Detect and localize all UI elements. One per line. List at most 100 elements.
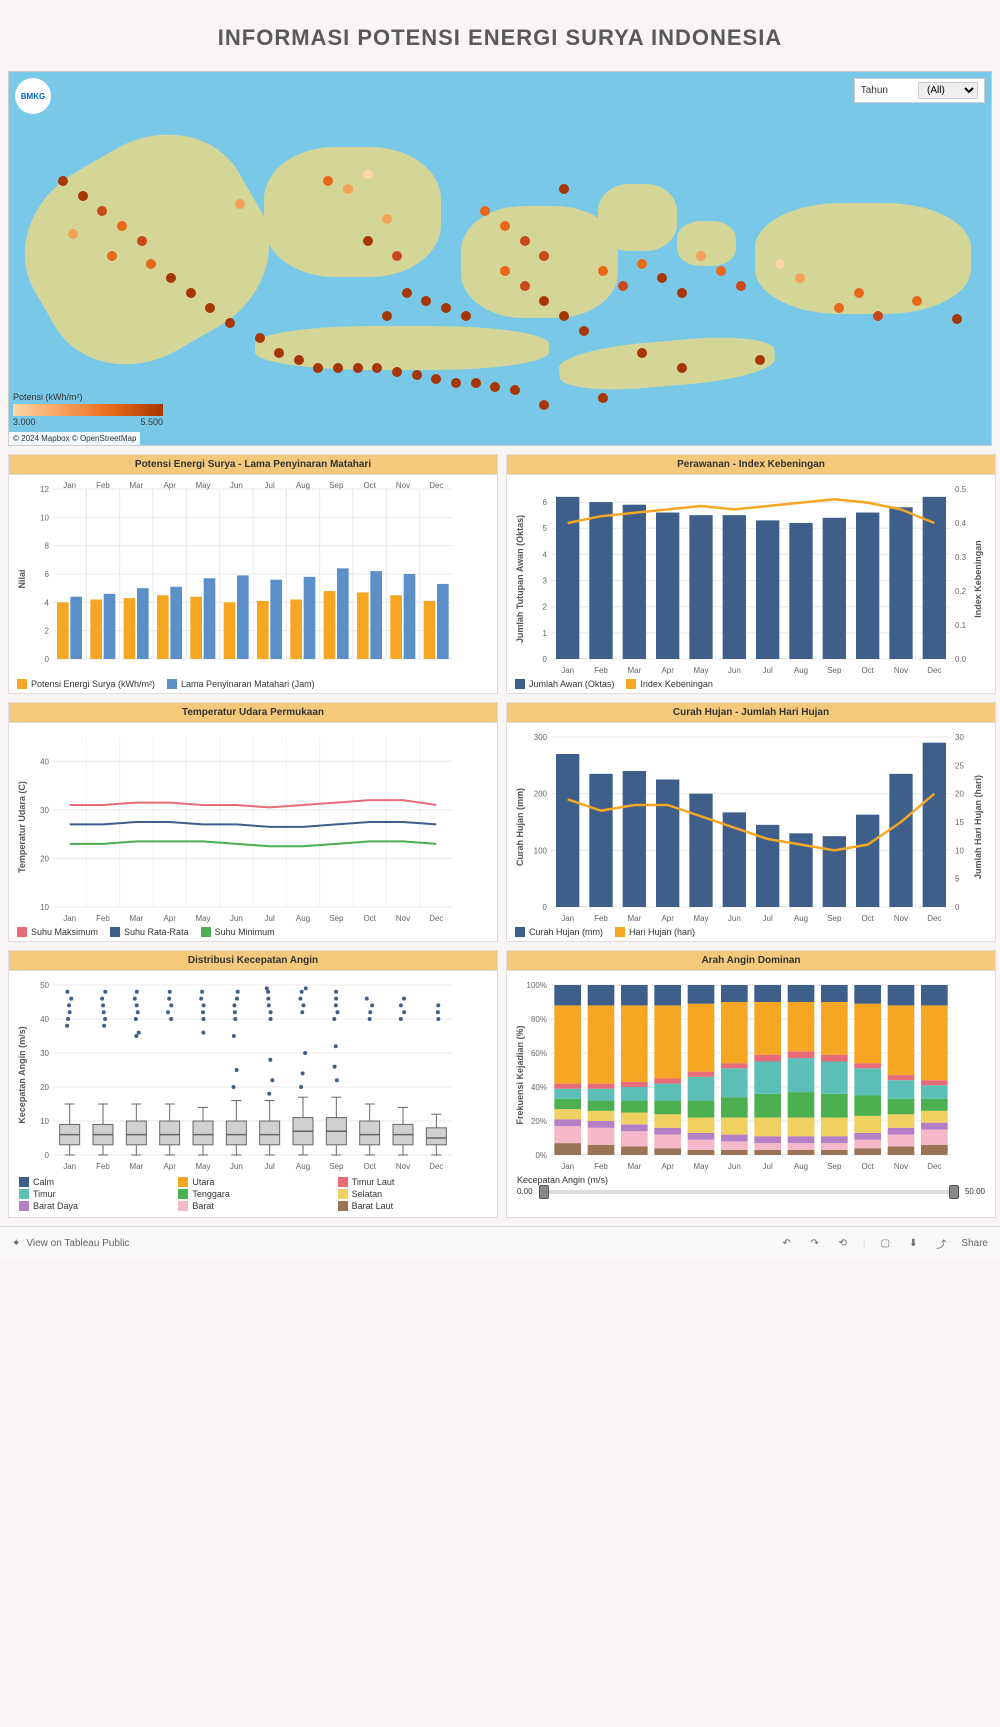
map-station-dot[interactable]: [402, 288, 412, 298]
map-station-dot[interactable]: [873, 311, 883, 321]
legend-item: Potensi Energi Surya (kWh/m²): [17, 679, 155, 689]
year-filter[interactable]: Tahun (All): [854, 78, 985, 103]
map-station-dot[interactable]: [372, 363, 382, 373]
svg-text:1: 1: [543, 629, 548, 638]
map-station-dot[interactable]: [657, 273, 667, 283]
wind-speed-slider[interactable]: Kecepatan Angin (m/s) 0.00 50.00: [507, 1171, 995, 1206]
slider-thumb-min[interactable]: [539, 1185, 549, 1199]
map-station-dot[interactable]: [392, 251, 402, 261]
svg-text:Nov: Nov: [396, 914, 410, 923]
map-station-dot[interactable]: [255, 333, 265, 343]
svg-text:Jun: Jun: [230, 481, 243, 490]
slider-track[interactable]: [539, 1190, 959, 1194]
map-station-dot[interactable]: [421, 296, 431, 306]
map-station-dot[interactable]: [461, 311, 471, 321]
legend-item: Index Kebeningan: [626, 679, 713, 689]
map-station-dot[interactable]: [225, 318, 235, 328]
map-station-dot[interactable]: [677, 363, 687, 373]
map-station-dot[interactable]: [598, 393, 608, 403]
map-station-dot[interactable]: [68, 229, 78, 239]
svg-text:20%: 20%: [531, 1117, 547, 1126]
share-text[interactable]: Share: [961, 1238, 988, 1249]
svg-text:Apr: Apr: [163, 1162, 176, 1171]
map-station-dot[interactable]: [500, 266, 510, 276]
map-station-dot[interactable]: [235, 199, 245, 209]
svg-text:Jul: Jul: [265, 914, 275, 923]
map-station-dot[interactable]: [677, 288, 687, 298]
slider-thumb-max[interactable]: [949, 1185, 959, 1199]
svg-text:Feb: Feb: [594, 914, 608, 923]
map-station-dot[interactable]: [333, 363, 343, 373]
svg-text:0.4: 0.4: [955, 519, 967, 528]
legend-item: Calm: [19, 1177, 168, 1187]
svg-text:4: 4: [543, 550, 548, 559]
map-station-dot[interactable]: [382, 311, 392, 321]
svg-text:Jumlah Tutupan Awan (Oktas): Jumlah Tutupan Awan (Oktas): [515, 515, 525, 643]
svg-text:Apr: Apr: [661, 666, 674, 675]
map-station-dot[interactable]: [559, 184, 569, 194]
svg-text:Frekuensi Kejadian (%): Frekuensi Kejadian (%): [515, 1025, 525, 1124]
map-station-dot[interactable]: [490, 382, 500, 392]
map-station-dot[interactable]: [343, 184, 353, 194]
map-station-dot[interactable]: [412, 370, 422, 380]
chart1-title: Potensi Energi Surya - Lama Penyinaran M…: [9, 455, 497, 475]
redo-icon[interactable]: ↷: [807, 1235, 823, 1251]
chart-potensi-energi: Potensi Energi Surya - Lama Penyinaran M…: [8, 454, 498, 694]
svg-text:May: May: [195, 481, 210, 490]
year-select[interactable]: (All): [918, 82, 978, 99]
map-station-dot[interactable]: [736, 281, 746, 291]
map-station-dot[interactable]: [451, 378, 461, 388]
map-station-dot[interactable]: [441, 303, 451, 313]
map-station-dot[interactable]: [579, 326, 589, 336]
legend-min: 3.000: [13, 417, 36, 427]
svg-text:0: 0: [955, 903, 960, 912]
svg-text:0.2: 0.2: [955, 587, 967, 596]
svg-text:100%: 100%: [527, 981, 547, 990]
map-station-dot[interactable]: [382, 214, 392, 224]
svg-text:Dec: Dec: [429, 481, 443, 490]
view-tableau-link[interactable]: View on Tableau Public: [26, 1238, 129, 1249]
svg-text:200: 200: [534, 790, 548, 799]
map-station-dot[interactable]: [137, 236, 147, 246]
map-station-dot[interactable]: [618, 281, 628, 291]
map-attribution: © 2024 Mapbox © OpenStreetMap: [9, 432, 140, 445]
map-station-dot[interactable]: [363, 236, 373, 246]
download-icon[interactable]: ⬇: [905, 1235, 921, 1251]
map-station-dot[interactable]: [775, 259, 785, 269]
undo-icon[interactable]: ↶: [779, 1235, 795, 1251]
chart-curah-hujan: Curah Hujan - Jumlah Hari Hujan 01002003…: [506, 702, 996, 942]
svg-text:Curah Hujan (mm): Curah Hujan (mm): [515, 788, 525, 866]
svg-text:0: 0: [45, 655, 50, 664]
map-station-dot[interactable]: [363, 169, 373, 179]
svg-text:6: 6: [543, 498, 548, 507]
legend-item: Suhu Minimum: [201, 927, 275, 937]
map-station-dot[interactable]: [471, 378, 481, 388]
map-station-dot[interactable]: [510, 385, 520, 395]
map-station-dot[interactable]: [520, 236, 530, 246]
map-station-dot[interactable]: [952, 314, 962, 324]
map-station-dot[interactable]: [146, 259, 156, 269]
map-station-dot[interactable]: [637, 259, 647, 269]
svg-text:Jul: Jul: [763, 1162, 773, 1171]
svg-text:0.1: 0.1: [955, 621, 967, 630]
map-station-dot[interactable]: [520, 281, 530, 291]
svg-text:Aug: Aug: [794, 914, 808, 923]
map-station-dot[interactable]: [539, 400, 549, 410]
map-station-dot[interactable]: [353, 363, 363, 373]
map-station-dot[interactable]: [559, 311, 569, 321]
map-station-dot[interactable]: [392, 367, 402, 377]
map-container[interactable]: BMKG Tahun (All) Potensi (kWh/m²) 3.000 …: [8, 71, 992, 446]
svg-text:100: 100: [534, 846, 548, 855]
chart2-svg: 01234560.00.10.20.30.40.5JanFebMarAprMay…: [511, 479, 991, 679]
map-station-dot[interactable]: [854, 288, 864, 298]
reset-icon[interactable]: ⟲: [835, 1235, 851, 1251]
map-station-dot[interactable]: [431, 374, 441, 384]
chart4-title: Curah Hujan - Jumlah Hari Hujan: [507, 703, 995, 723]
map-station-dot[interactable]: [313, 363, 323, 373]
share-icon[interactable]: ⤴: [933, 1235, 949, 1251]
svg-text:5: 5: [955, 875, 960, 884]
map-station-dot[interactable]: [795, 273, 805, 283]
presentation-icon[interactable]: ▢: [877, 1235, 893, 1251]
map-station-dot[interactable]: [716, 266, 726, 276]
chart-arah-angin: Arah Angin Dominan 0%20%40%60%80%100%Jan…: [506, 950, 996, 1218]
